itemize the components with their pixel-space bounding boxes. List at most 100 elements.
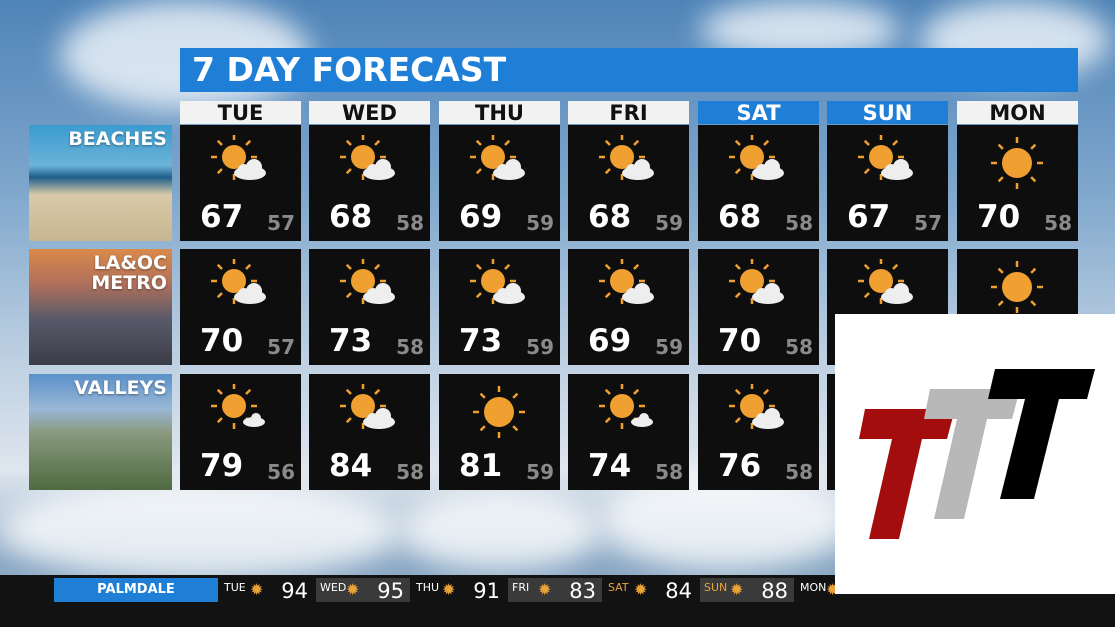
high-temp: 69 (588, 323, 632, 359)
forecast-cell: 73 59 (439, 249, 560, 365)
high-temp: 73 (459, 323, 503, 359)
low-temp: 58 (785, 335, 813, 359)
high-temp: 73 (329, 323, 373, 359)
high-temp: 81 (459, 448, 503, 484)
forecast-title: 7 DAY FORECAST (180, 48, 1078, 92)
partly-sunny-icon (211, 135, 266, 180)
low-temp: 58 (396, 335, 424, 359)
ticker-item: SAT ✹ 84 (604, 578, 698, 603)
forecast-cell: 67 57 (180, 125, 301, 241)
high-temp: 74 (588, 448, 632, 484)
ticker-temp: 95 (377, 579, 404, 603)
sun-icon: ✹ (538, 580, 552, 599)
partly-sunny-icon (858, 259, 913, 304)
low-temp: 58 (1044, 211, 1072, 235)
sunny-icon (991, 137, 1043, 189)
high-temp: 70 (977, 199, 1021, 235)
ticker-day: TUE (224, 581, 246, 594)
forecast-cell: 70 58 (698, 249, 819, 365)
high-temp: 69 (459, 199, 503, 235)
ticker-item: FRI ✹ 83 (508, 578, 602, 603)
forecast-cell: 67 57 (827, 125, 948, 241)
ticker-temp: 84 (665, 579, 692, 603)
forecast-cell: 73 58 (309, 249, 430, 365)
ticker-day: THU (416, 581, 440, 594)
partly-sunny-icon (340, 259, 395, 304)
ticker-day: SUN (704, 581, 728, 594)
ticker-item: WED ✹ 95 (316, 578, 410, 603)
high-temp: 68 (718, 199, 762, 235)
day-header-wed: WED (309, 101, 430, 125)
channel-logo (835, 314, 1115, 594)
region-la-oc-metro: LA&OC METRO (29, 249, 172, 365)
logo-t-gray (924, 389, 1020, 519)
forecast-cell: 79 56 (180, 374, 301, 490)
partly-sunny-icon (211, 259, 266, 304)
day-header-tue: TUE (180, 101, 301, 125)
logo-t-red (859, 409, 955, 539)
region-label: BEACHES (68, 128, 167, 150)
ticker-temp: 83 (569, 579, 596, 603)
partly-sunny-icon (340, 135, 395, 180)
low-temp: 57 (267, 211, 295, 235)
day-header-sat: SAT (698, 101, 819, 125)
partly-sunny-icon (599, 259, 654, 304)
partly-sunny-icon (729, 384, 784, 429)
sun-icon: ✹ (250, 580, 264, 599)
high-temp: 68 (329, 199, 373, 235)
region-valleys: VALLEYS (29, 374, 172, 490)
forecast-cell: 69 59 (439, 125, 560, 241)
mostly-sunny-icon (211, 384, 265, 429)
high-temp: 68 (588, 199, 632, 235)
low-temp: 59 (526, 335, 554, 359)
sun-icon: ✹ (346, 580, 360, 599)
partly-sunny-icon (599, 135, 654, 180)
sun-icon: ✹ (634, 580, 648, 599)
ticker-day: WED (320, 581, 347, 594)
region-label: VALLEYS (74, 377, 167, 399)
low-temp: 56 (267, 460, 295, 484)
day-header-mon: MON (957, 101, 1078, 125)
high-temp: 70 (200, 323, 244, 359)
partly-sunny-icon (470, 259, 525, 304)
high-temp: 67 (200, 199, 244, 235)
sunny-icon (991, 261, 1043, 313)
low-temp: 58 (785, 211, 813, 235)
sunny-icon (473, 386, 525, 438)
high-temp: 79 (200, 448, 244, 484)
ticker-day: SAT (608, 581, 629, 594)
sun-icon: ✹ (730, 580, 744, 599)
day-header-fri: FRI (568, 101, 689, 125)
ticker-day: FRI (512, 581, 530, 594)
forecast-cell: 70 57 (180, 249, 301, 365)
forecast-cell: 69 59 (568, 249, 689, 365)
high-temp: 70 (718, 323, 762, 359)
forecast-cell: 81 59 (439, 374, 560, 490)
forecast-cell: 74 58 (568, 374, 689, 490)
forecast-cell: 70 58 (957, 125, 1078, 241)
partly-sunny-icon (858, 135, 913, 180)
high-temp: 84 (329, 448, 373, 484)
low-temp: 58 (396, 460, 424, 484)
partly-sunny-icon (729, 259, 784, 304)
sun-icon: ✹ (442, 580, 456, 599)
forecast-cell: 68 58 (698, 125, 819, 241)
ticker-temp: 94 (281, 579, 308, 603)
low-temp: 59 (526, 211, 554, 235)
day-header-sun: SUN (827, 101, 948, 125)
low-temp: 59 (526, 460, 554, 484)
ticker-item: SUN ✹ 88 (700, 578, 794, 603)
ticker-day: MON (800, 581, 827, 594)
ticker-temp: 88 (761, 579, 788, 603)
ticker-temp: 91 (473, 579, 500, 603)
forecast-cell: 68 58 (309, 125, 430, 241)
forecast-cell: 84 58 (309, 374, 430, 490)
low-temp: 58 (785, 460, 813, 484)
partly-sunny-icon (340, 384, 395, 429)
low-temp: 58 (396, 211, 424, 235)
low-temp: 58 (655, 460, 683, 484)
low-temp: 59 (655, 211, 683, 235)
region-beaches: BEACHES (29, 125, 172, 241)
ticker-item: TUE ✹ 94 (220, 578, 314, 603)
ticker-city: PALMDALE (54, 578, 218, 602)
